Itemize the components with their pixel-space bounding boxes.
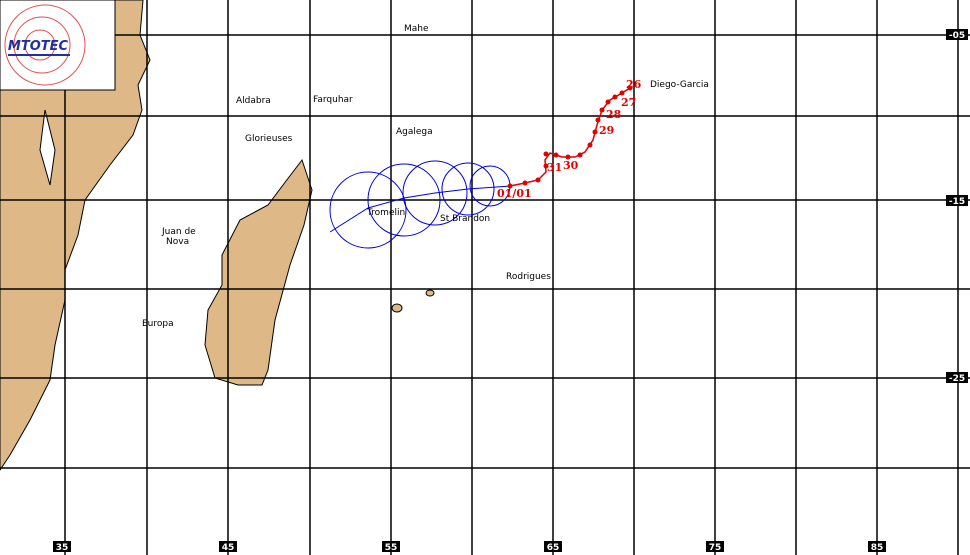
place: Nova — [166, 237, 189, 247]
place: Glorieuses — [245, 134, 293, 144]
island — [391, 303, 403, 313]
day-label: 29 — [599, 124, 614, 137]
day-label: 28 — [606, 108, 622, 121]
lake — [39, 109, 56, 186]
place: Diego-Garcia — [650, 80, 709, 90]
day-label: 27 — [621, 96, 636, 109]
lat-label: -25 — [949, 374, 965, 384]
place: Rodrigues — [506, 272, 551, 282]
island — [425, 289, 435, 297]
day-label: 30 — [563, 159, 579, 172]
place: Farquhar — [313, 95, 353, 105]
place: Aldabra — [236, 96, 271, 106]
logo-text: MTOTEC — [8, 39, 69, 54]
place: Europa — [142, 319, 174, 329]
lon-label: 85 — [871, 543, 884, 553]
lat-label: -05 — [949, 31, 965, 41]
place: Agalega — [396, 127, 433, 137]
lon-label: 35 — [56, 543, 69, 553]
track: 26 27 28 29 30 31 01/01 — [497, 78, 642, 200]
place: Tromelin — [366, 208, 405, 218]
lat-label: -15 — [949, 197, 965, 207]
lon-label: 75 — [709, 543, 722, 553]
longitude-labels: 35 45 55 65 75 85 — [53, 541, 886, 553]
logo: MTOTEC — [0, 0, 116, 91]
lon-label: 55 — [385, 543, 398, 553]
africa — [0, 0, 151, 471]
day-label: 31 — [547, 161, 562, 174]
day-label: 01/01 — [497, 187, 532, 200]
place-labels: Mahe Aldabra Farquhar Agalega Glorieuses… — [142, 24, 709, 329]
place: Mahe — [404, 24, 429, 34]
latitude-labels: -05 -15 -25 — [946, 29, 968, 384]
lon-label: 45 — [222, 543, 235, 553]
day-label: 26 — [626, 78, 642, 91]
lon-label: 65 — [547, 543, 560, 553]
place: Juan de — [161, 227, 196, 237]
place: St Brandon — [440, 214, 490, 224]
forecast-cone — [329, 160, 511, 249]
